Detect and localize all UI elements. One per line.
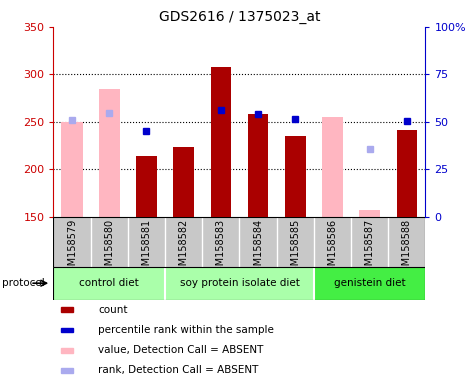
Bar: [173, 147, 194, 217]
Text: count: count: [98, 305, 127, 314]
Bar: [388, 217, 425, 267]
Title: GDS2616 / 1375023_at: GDS2616 / 1375023_at: [159, 10, 320, 25]
Text: GSM158586: GSM158586: [327, 218, 338, 278]
Bar: [165, 217, 202, 267]
Bar: [277, 217, 314, 267]
Text: GSM158579: GSM158579: [67, 218, 77, 278]
Bar: [53, 267, 165, 300]
Bar: [136, 156, 157, 217]
Text: value, Detection Call = ABSENT: value, Detection Call = ABSENT: [98, 345, 264, 355]
Bar: [61, 348, 73, 353]
Bar: [397, 129, 417, 217]
Bar: [53, 217, 91, 267]
Bar: [322, 117, 343, 217]
Bar: [61, 328, 73, 332]
Bar: [248, 114, 268, 217]
Text: GSM158583: GSM158583: [216, 218, 226, 278]
Text: GSM158587: GSM158587: [365, 218, 375, 278]
Bar: [239, 217, 277, 267]
Text: protocol: protocol: [2, 278, 45, 288]
Text: rank, Detection Call = ABSENT: rank, Detection Call = ABSENT: [98, 366, 259, 376]
Text: GSM158585: GSM158585: [290, 218, 300, 278]
Bar: [128, 217, 165, 267]
Bar: [61, 368, 73, 373]
Bar: [202, 217, 239, 267]
Text: percentile rank within the sample: percentile rank within the sample: [98, 325, 274, 335]
Bar: [99, 89, 120, 217]
Bar: [61, 122, 83, 217]
Bar: [285, 136, 306, 217]
Bar: [165, 267, 314, 300]
Text: control diet: control diet: [80, 278, 139, 288]
Text: GSM158582: GSM158582: [179, 218, 189, 278]
Bar: [314, 217, 351, 267]
Bar: [314, 267, 425, 300]
Bar: [351, 217, 388, 267]
Bar: [211, 67, 231, 217]
Text: soy protein isolate diet: soy protein isolate diet: [179, 278, 299, 288]
Bar: [359, 210, 380, 217]
Text: GSM158580: GSM158580: [104, 218, 114, 278]
Text: genistein diet: genistein diet: [334, 278, 405, 288]
Bar: [61, 307, 73, 312]
Text: GSM158581: GSM158581: [141, 218, 152, 278]
Bar: [91, 217, 128, 267]
Text: GSM158588: GSM158588: [402, 218, 412, 278]
Text: GSM158584: GSM158584: [253, 218, 263, 278]
